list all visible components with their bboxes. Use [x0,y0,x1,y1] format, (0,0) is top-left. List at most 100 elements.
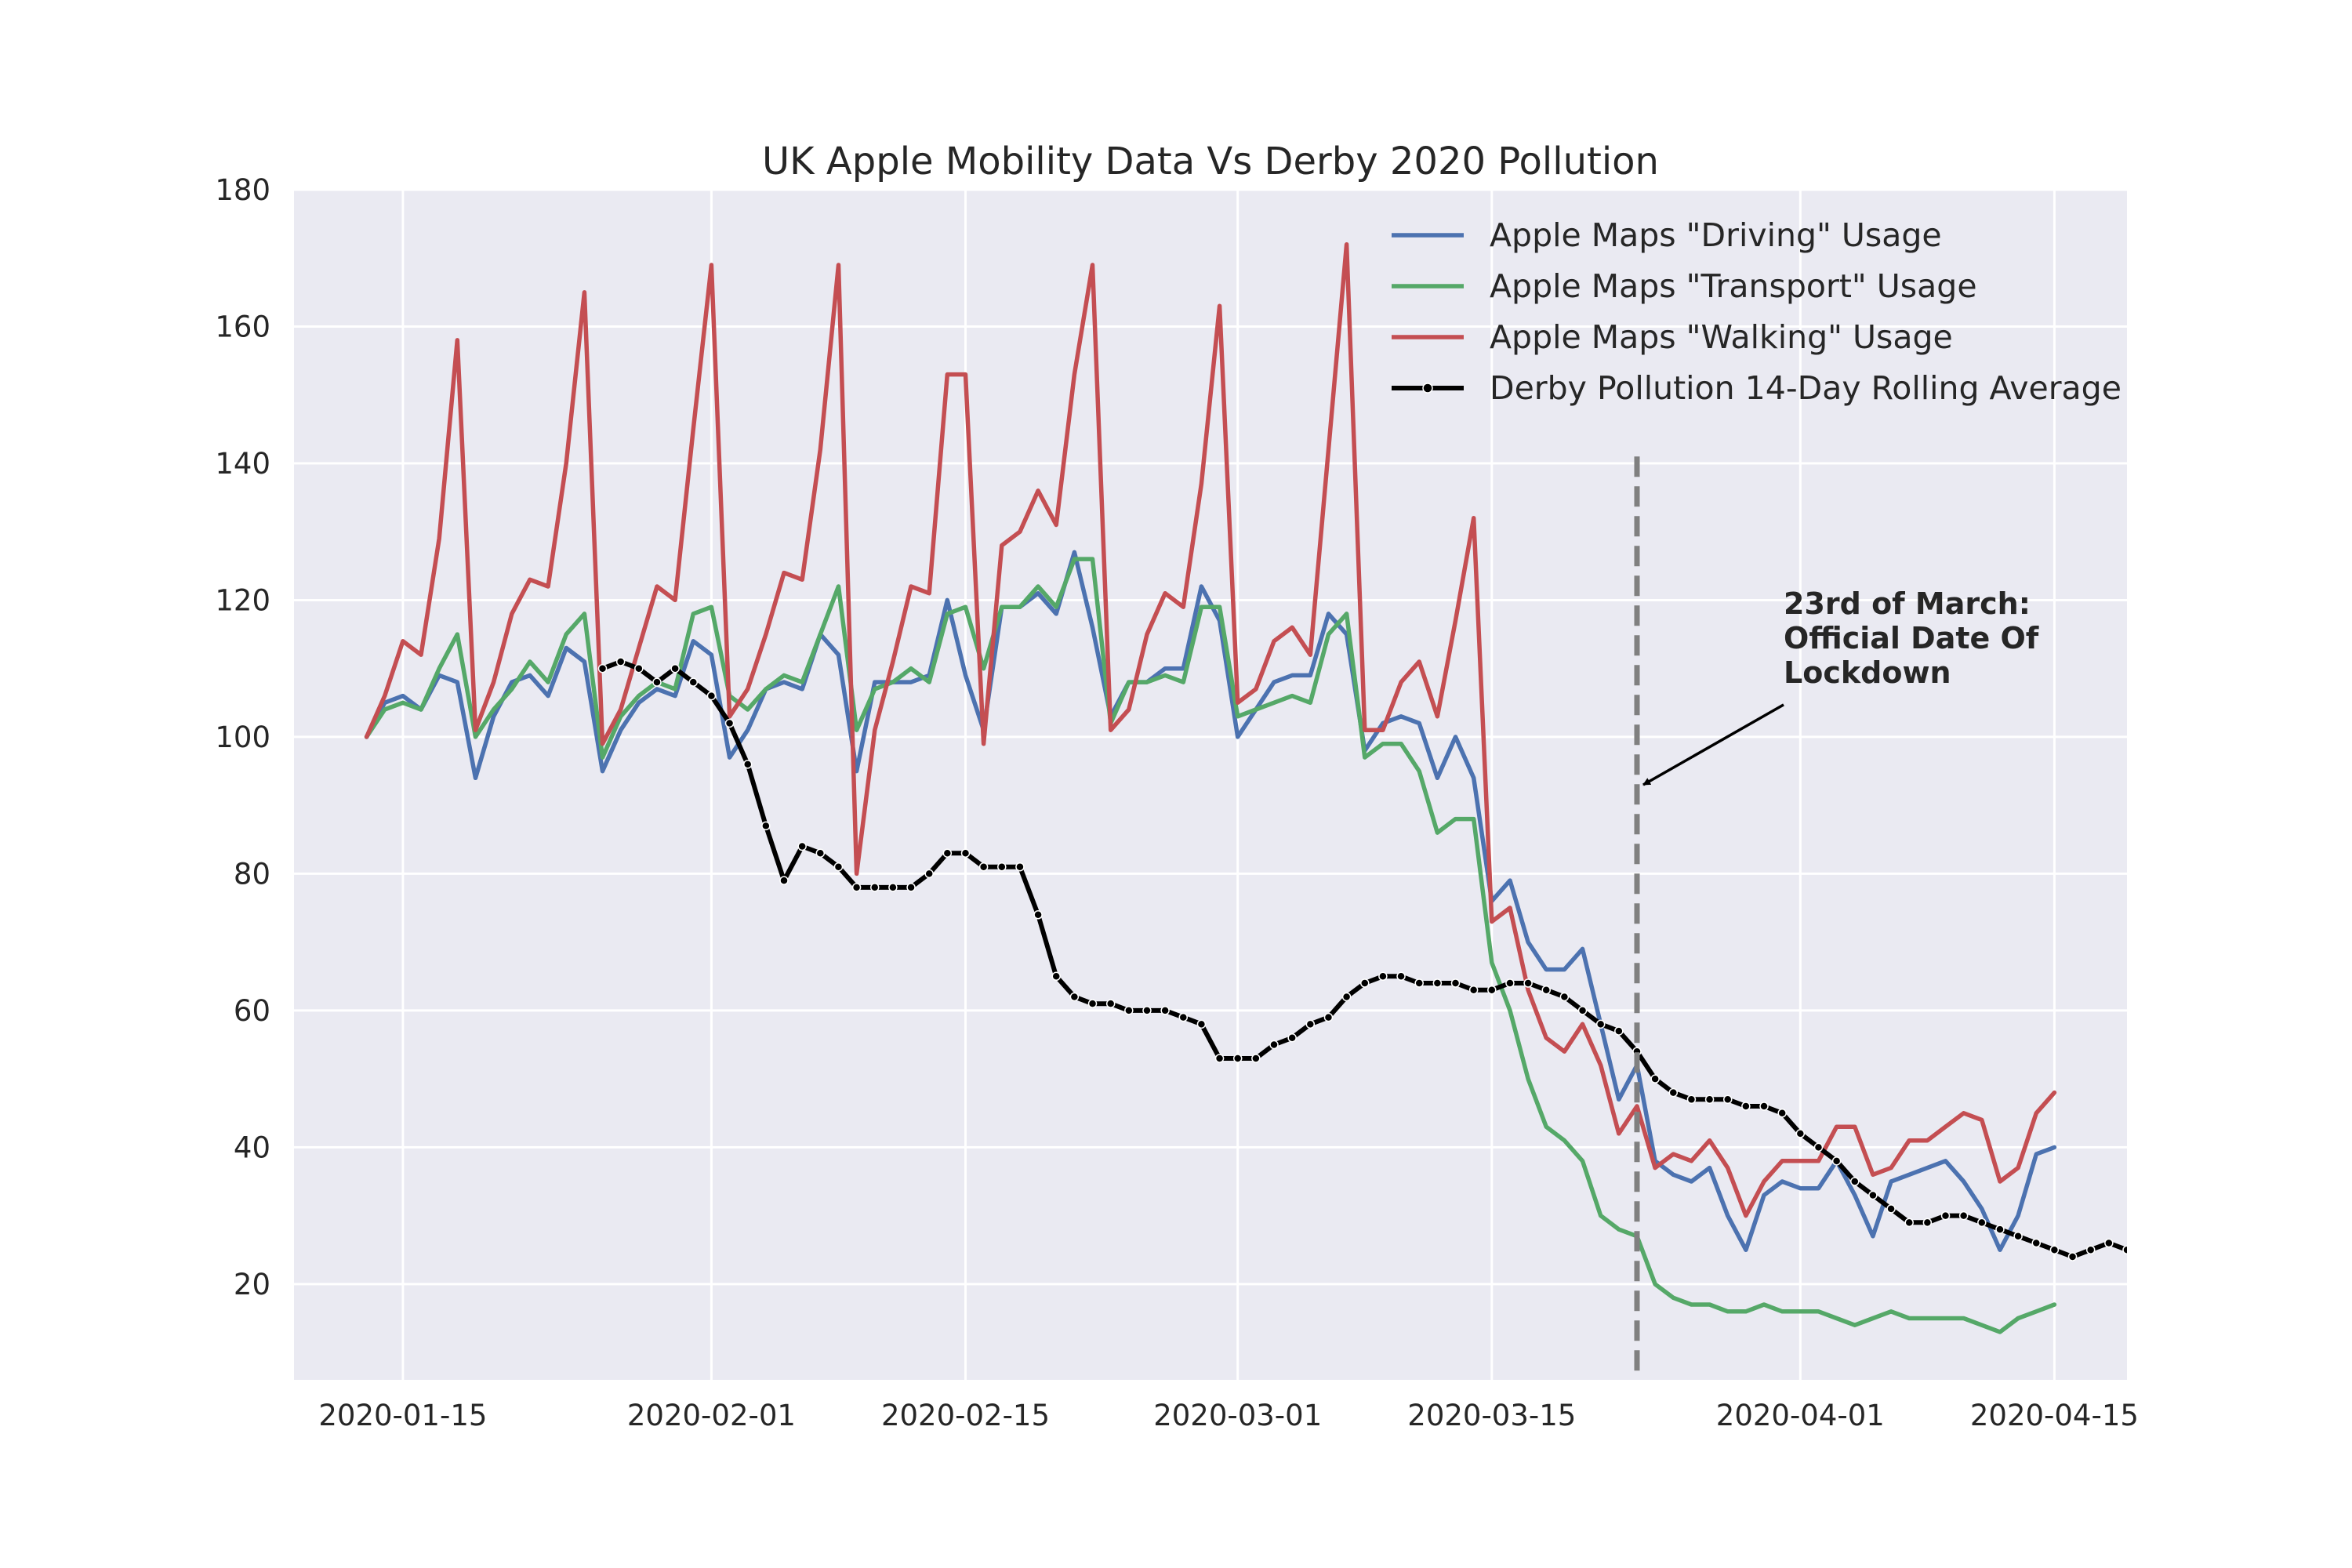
pollution-point [1995,1225,2005,1234]
pollution-point [1759,1102,1769,1111]
pollution-point [742,760,753,769]
pollution-point [1432,978,1443,988]
pollution-point [2104,1238,2114,1248]
legend-label-walking: Apple Maps "Walking" Usage [1490,318,1953,356]
legend-marker-pollution [1422,383,1433,394]
pollution-point [1722,1094,1733,1105]
series-line-walking [364,242,2057,1218]
pollution-point [1559,992,1570,1002]
pollution-point [1087,999,1098,1008]
pollution-point [815,848,826,858]
pollution-point [1577,1006,1588,1015]
pollution-point [1668,1087,1679,1098]
pollution-point [1232,1054,1243,1063]
annotation-arrow [1642,703,1784,786]
pollution-point [1850,1177,1860,1186]
pollution-point [1958,1210,1969,1221]
x-tick-label: 2020-01-15 [318,1399,487,1432]
pollution-point [1178,1012,1189,1022]
legend-label-transport: Apple Maps "Transport" Usage [1490,267,1977,305]
x-tick-label: 2020-04-01 [1716,1399,1885,1432]
y-tick-label: 60 [234,994,270,1028]
pollution-point [1868,1190,1878,1200]
pollution-point [1741,1102,1751,1111]
y-tick-label: 160 [215,310,270,343]
legend-label-driving: Apple Maps "Driving" Usage [1490,216,1942,254]
annotation-text-line: Official Date Of [1784,621,2039,655]
pollution-point [1813,1142,1824,1152]
pollution-point [670,663,680,673]
series-line-pollution [600,659,2127,1259]
pollution-point [997,862,1007,872]
annotation-text-line: 23rd of March: [1784,586,2031,621]
pollution-point [1523,978,1533,988]
pollution-point [1686,1094,1697,1105]
pollution-point [1704,1094,1715,1105]
y-tick-label: 80 [234,857,270,891]
pollution-point [1033,910,1043,920]
pollution-point [1886,1204,1896,1214]
series-line-driving [364,550,2057,1252]
pollution-point [1777,1109,1787,1118]
annotation-text-line: Lockdown [1784,655,1951,690]
pollution-point [1468,985,1479,995]
pollution-point [797,841,807,851]
legend-label-pollution: Derby Pollution 14-Day Rolling Average [1490,369,2122,407]
pollution-point [1305,1019,1316,1029]
pollution-point [724,718,735,728]
series-lines [364,242,2185,1334]
pollution-point [2067,1252,2078,1261]
pollution-point [1595,1019,1606,1029]
pollution-point [1360,978,1370,988]
pollution-point [1341,992,1352,1002]
legend: Apple Maps "Driving" Usage Apple Maps "Tr… [1392,216,2122,407]
x-tick-label: 2020-02-15 [881,1399,1050,1432]
pollution-point [1414,978,1424,988]
pollution-point [1450,978,1461,988]
pollution-point [1214,1054,1225,1063]
pollution-point [2122,1245,2127,1254]
pollution-point [1977,1218,1987,1228]
pollution-point [706,691,717,701]
y-tick-label: 140 [215,447,270,481]
pollution-point [1105,999,1116,1008]
x-tick-label: 2020-02-01 [627,1399,796,1432]
pollution-point [1614,1026,1624,1036]
pollution-point [597,663,608,673]
pollution-point [1287,1033,1297,1043]
pollution-point [1904,1218,1914,1228]
pollution-point [888,883,898,892]
pollution-point [960,848,971,858]
pollution-point [1650,1074,1660,1083]
pollution-point [1922,1218,1933,1228]
pollution-point [870,883,880,892]
pollution-point [2031,1238,2042,1248]
pollution-point [1505,978,1515,988]
pollution-point [688,677,699,687]
pollution-point [1541,985,1551,995]
pollution-point [1051,971,1061,982]
pollution-point [761,821,771,831]
pollution-point [1269,1040,1279,1050]
pollution-point [2085,1245,2096,1254]
pollution-point [1196,1019,1207,1029]
tick-labels: 20 40 60 80 100 120 140 160 180 2020-01-15 2020-02… [215,173,2139,1432]
x-tick-label: 2020-04-15 [1970,1399,2139,1432]
y-tick-label: 40 [234,1131,270,1164]
pollution-point [1160,1006,1170,1015]
pollution-point [906,883,916,892]
pollution-point [2141,1253,2149,1261]
y-tick-label: 120 [215,583,270,617]
pollution-point [1831,1156,1842,1166]
pollution-point [1396,971,1406,982]
pollution-point [2177,1246,2185,1254]
pollution-point [851,883,862,892]
plot-background [294,190,2127,1380]
x-tick-label: 2020-03-01 [1153,1399,1322,1432]
y-tick-label: 180 [215,173,270,207]
pollution-point [2049,1245,2060,1254]
y-tick-label: 100 [215,720,270,754]
chart-title: UK Apple Mobility Data Vs Derby 2020 Pol… [762,140,1659,183]
